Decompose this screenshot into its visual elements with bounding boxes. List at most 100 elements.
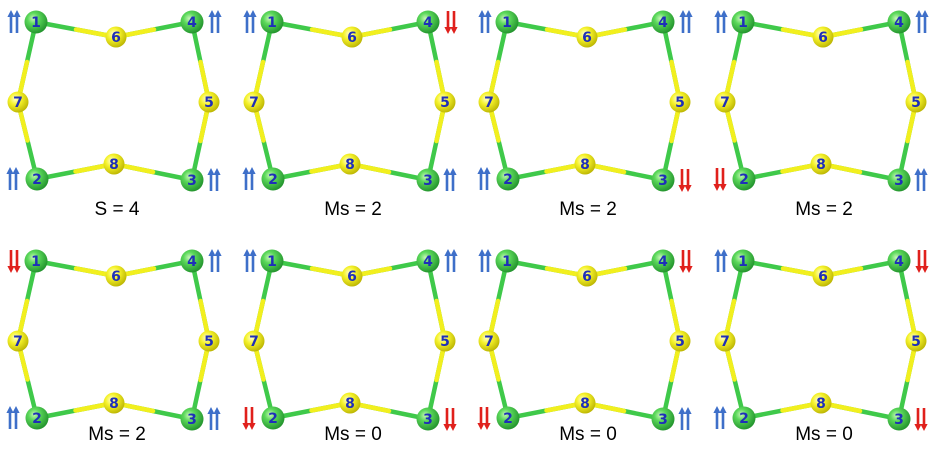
metal-atom-2: 2 xyxy=(732,167,756,191)
bridge-atom-7: 7 xyxy=(7,91,29,113)
bridge-atom-5: 5 xyxy=(669,330,691,352)
bridge-atom-8: 8 xyxy=(103,392,125,414)
atom-label-4: 4 xyxy=(423,15,433,31)
spin-up-arrow-3 xyxy=(914,168,928,191)
bond-4-5 xyxy=(425,19,448,105)
bridge-atom-5: 5 xyxy=(905,91,927,113)
bond-8-2 xyxy=(505,400,588,421)
metal-atom-1: 1 xyxy=(24,10,48,34)
bond-3-8 xyxy=(818,161,902,183)
metal-atom-3: 3 xyxy=(887,407,911,431)
bridge-atom-7: 7 xyxy=(7,330,29,352)
metal-atom-4: 4 xyxy=(887,10,911,34)
atom-label-6: 6 xyxy=(111,269,121,285)
bond-1-6 xyxy=(33,258,119,279)
metal-atom-3: 3 xyxy=(180,168,204,192)
panel-1: 1 2 3 4 5 6 7 8 S = 4 xyxy=(6,10,222,220)
atom-label-5: 5 xyxy=(911,95,921,111)
spin-up-arrow-4 xyxy=(208,249,222,272)
atom-label-7: 7 xyxy=(484,334,494,350)
atom-label-1: 1 xyxy=(267,15,277,31)
atom-label-1: 1 xyxy=(738,15,748,31)
bridge-atom-7: 7 xyxy=(243,91,265,113)
bond-3-8 xyxy=(111,400,195,422)
bridge-atom-5: 5 xyxy=(198,91,220,113)
metal-atom-3: 3 xyxy=(416,407,440,431)
panel-2: 1 2 3 4 5 6 7 8 Ms = 2 xyxy=(242,10,458,220)
spin-down-arrow-3 xyxy=(678,169,692,192)
spin-up-arrow-2 xyxy=(713,406,727,429)
spin-up-arrow-1 xyxy=(243,249,257,272)
atom-label-3: 3 xyxy=(894,173,904,189)
bridge-atom-5: 5 xyxy=(669,91,691,113)
atom-label-2: 2 xyxy=(739,172,749,188)
bridge-atom-5: 5 xyxy=(198,330,220,352)
bond-1-6 xyxy=(740,19,826,40)
bridge-atom-8: 8 xyxy=(339,392,361,414)
atom-label-5: 5 xyxy=(440,95,450,111)
metal-atom-2: 2 xyxy=(496,406,520,430)
bridge-atom-8: 8 xyxy=(810,392,832,414)
panel-8: 1 2 3 4 5 6 7 8 Ms = 0 xyxy=(713,249,929,445)
atom-label-8: 8 xyxy=(345,157,355,173)
atom-label-8: 8 xyxy=(580,396,590,412)
metal-atom-1: 1 xyxy=(260,249,284,273)
bond-5-3 xyxy=(189,99,212,183)
atom-label-8: 8 xyxy=(816,396,826,412)
spin-up-arrow-4 xyxy=(679,10,693,33)
metal-atom-2: 2 xyxy=(25,167,49,191)
panel-3: 1 2 3 4 5 6 7 8 Ms = 2 xyxy=(477,10,693,220)
spin-up-arrow-1 xyxy=(478,10,492,33)
bridge-atom-5: 5 xyxy=(434,330,456,352)
atom-label-4: 4 xyxy=(423,254,433,270)
panel-caption: Ms = 0 xyxy=(559,424,617,445)
bond-1-6 xyxy=(504,258,590,279)
bond-8-2 xyxy=(741,161,824,182)
metal-atom-1: 1 xyxy=(260,10,284,34)
spin-down-arrow-4 xyxy=(915,250,929,273)
bond-6-4 xyxy=(820,19,902,40)
bridge-atom-6: 6 xyxy=(812,26,834,48)
bond-4-5 xyxy=(660,258,683,344)
bond-7-1 xyxy=(722,258,746,344)
bridge-atom-5: 5 xyxy=(905,330,927,352)
atom-label-7: 7 xyxy=(720,95,730,111)
atom-label-3: 3 xyxy=(658,173,668,189)
bond-6-4 xyxy=(113,258,195,279)
spin-up-arrow-1 xyxy=(478,249,492,272)
atom-label-7: 7 xyxy=(249,95,259,111)
bond-7-1 xyxy=(15,19,39,105)
spin-up-arrow-1 xyxy=(243,10,257,33)
bridge-atom-6: 6 xyxy=(341,26,363,48)
atom-label-6: 6 xyxy=(582,269,592,285)
spin-up-arrow-4 xyxy=(208,10,222,33)
bridge-atom-8: 8 xyxy=(810,153,832,175)
metal-atom-1: 1 xyxy=(731,10,755,34)
atom-label-4: 4 xyxy=(894,254,904,270)
bond-3-8 xyxy=(111,161,195,183)
bridge-atom-8: 8 xyxy=(103,153,125,175)
metal-atom-2: 2 xyxy=(732,406,756,430)
spin-down-arrow-1 xyxy=(7,250,21,273)
spin-up-arrow-2 xyxy=(242,167,256,190)
atom-label-2: 2 xyxy=(503,172,513,188)
spin-down-arrow-4 xyxy=(679,250,693,273)
metal-atom-1: 1 xyxy=(731,249,755,273)
bond-4-5 xyxy=(189,258,212,344)
bridge-atom-6: 6 xyxy=(105,265,127,287)
atom-label-8: 8 xyxy=(345,396,355,412)
atom-label-1: 1 xyxy=(502,15,512,31)
bond-8-2 xyxy=(505,161,588,182)
metal-atom-3: 3 xyxy=(180,407,204,431)
metal-atom-4: 4 xyxy=(180,10,204,34)
bond-4-5 xyxy=(189,19,212,105)
spin-up-arrow-1 xyxy=(714,10,728,33)
spin-down-arrow-3 xyxy=(914,408,928,431)
panel-caption: Ms = 0 xyxy=(795,424,853,445)
bond-7-1 xyxy=(15,258,39,344)
atom-label-4: 4 xyxy=(658,254,668,270)
bond-2-7 xyxy=(251,99,276,182)
bond-4-5 xyxy=(896,19,919,105)
bond-5-3 xyxy=(425,99,448,183)
